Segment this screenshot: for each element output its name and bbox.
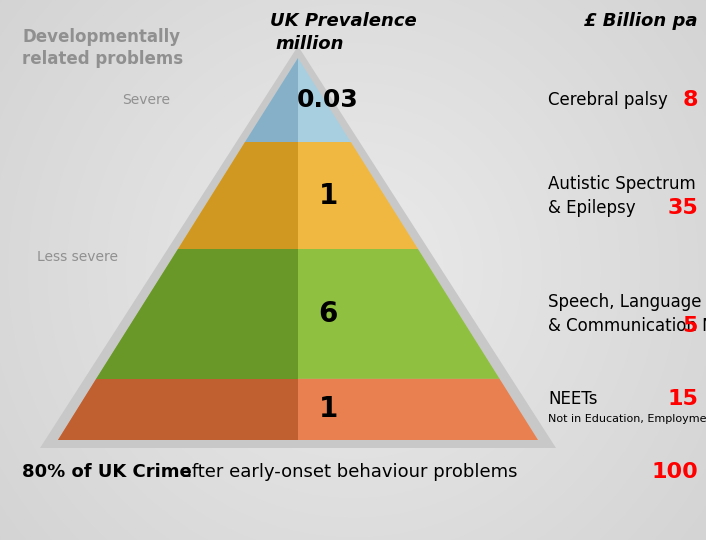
Text: after early-onset behaviour problems: after early-onset behaviour problems bbox=[175, 463, 517, 481]
Polygon shape bbox=[58, 379, 538, 440]
Text: 0.03: 0.03 bbox=[297, 88, 359, 112]
Text: 1: 1 bbox=[318, 181, 337, 210]
Polygon shape bbox=[245, 58, 351, 142]
Text: 5: 5 bbox=[683, 316, 698, 336]
Text: £ Billion pa: £ Billion pa bbox=[585, 12, 698, 30]
Text: 80% of UK Crime: 80% of UK Crime bbox=[22, 463, 192, 481]
Polygon shape bbox=[178, 142, 298, 249]
Text: 100: 100 bbox=[651, 462, 698, 482]
Text: NEETs: NEETs bbox=[548, 390, 597, 408]
Text: Not in Education, Employment or Training: Not in Education, Employment or Training bbox=[548, 414, 706, 424]
Polygon shape bbox=[97, 249, 500, 379]
Text: 35: 35 bbox=[667, 198, 698, 218]
Text: million: million bbox=[275, 35, 344, 53]
Text: Speech, Language: Speech, Language bbox=[548, 293, 702, 311]
Text: 15: 15 bbox=[667, 389, 698, 409]
Text: & Epilepsy: & Epilepsy bbox=[548, 199, 635, 217]
Text: Autistic Spectrum: Autistic Spectrum bbox=[548, 174, 695, 193]
Polygon shape bbox=[245, 58, 298, 142]
Text: Cerebral palsy: Cerebral palsy bbox=[548, 91, 668, 109]
Text: Developmentally: Developmentally bbox=[22, 28, 180, 46]
Polygon shape bbox=[40, 46, 556, 448]
Text: UK Prevalence: UK Prevalence bbox=[270, 12, 417, 30]
Polygon shape bbox=[178, 142, 418, 249]
Polygon shape bbox=[97, 249, 298, 379]
Text: 8: 8 bbox=[683, 90, 698, 110]
Text: Less severe: Less severe bbox=[37, 249, 118, 264]
Text: & Communication Needs: & Communication Needs bbox=[548, 317, 706, 335]
Polygon shape bbox=[58, 379, 298, 440]
Text: 6: 6 bbox=[318, 300, 337, 328]
Text: 1: 1 bbox=[318, 395, 337, 423]
Text: related problems: related problems bbox=[22, 50, 183, 68]
Text: Severe: Severe bbox=[122, 93, 170, 107]
